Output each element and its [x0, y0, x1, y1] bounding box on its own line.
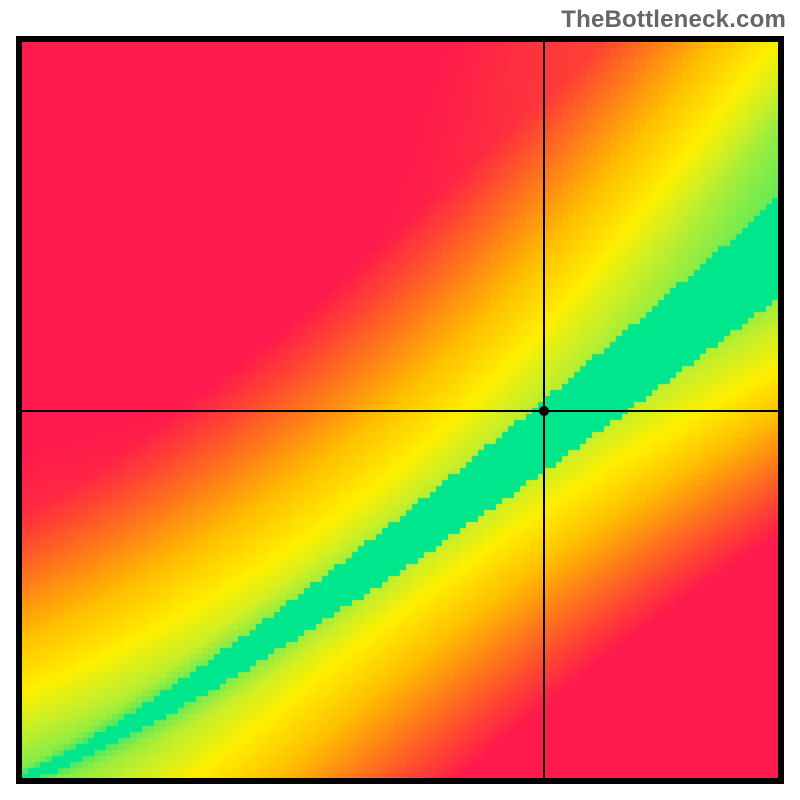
- plot-frame: [16, 36, 784, 784]
- chart-container: TheBottleneck.com: [0, 0, 800, 800]
- heatmap-canvas: [22, 42, 778, 778]
- watermark-text: TheBottleneck.com: [561, 6, 786, 34]
